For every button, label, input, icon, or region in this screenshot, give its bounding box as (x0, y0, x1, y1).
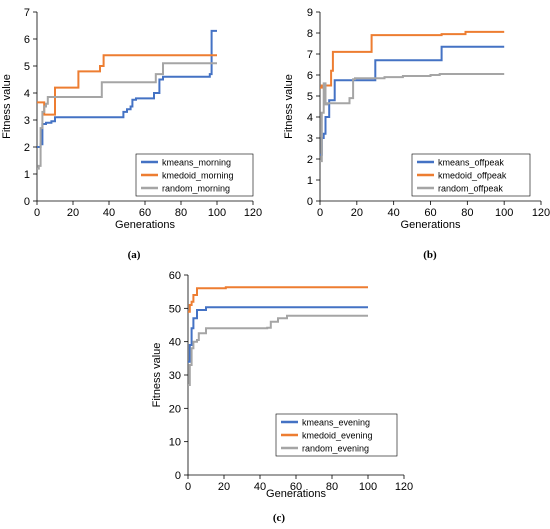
chart-a-x-tick-label: 60 (139, 207, 151, 219)
chart-c-y-tick-label: 40 (169, 337, 181, 349)
chart-a-y-tick-label: 6 (24, 34, 30, 46)
chart-a-y-tick-label: 1 (24, 169, 30, 181)
chart-b-caption: (b) (423, 249, 437, 261)
chart-b-y-tick-label: 2 (307, 154, 313, 166)
chart-c-x-tick-label: 60 (290, 481, 302, 493)
chart-c-series-kmeans_evening (188, 306, 368, 363)
chart-a-x-tick-label: 20 (67, 207, 79, 219)
chart-b-x-tick-label: 100 (495, 207, 513, 219)
chart-a-caption: (a) (128, 249, 141, 261)
chart-a-y-axis-label: Fitness value (1, 74, 13, 139)
chart-c-y-tick-label: 20 (169, 403, 181, 415)
chart-a-legend-label: random_morning (162, 184, 230, 194)
chart-a-x-tick-label: 40 (103, 207, 115, 219)
chart-c-x-tick-label: 120 (395, 481, 413, 493)
chart-b: 0 20 40 60 80 100 120 0 1 2 3 4 5 6 7 8 9 Generations Fitn… (283, 7, 550, 261)
chart-b-y-tick-label: 5 (307, 91, 313, 103)
chart-c-series-random_evening (188, 314, 368, 386)
chart-b-y-tick-label: 4 (307, 112, 313, 124)
chart-a-x-tick-label: 120 (244, 207, 262, 219)
chart-b-series-random_offpeak (320, 73, 505, 163)
chart-b-y-tick-label: 8 (307, 28, 313, 40)
chart-b-x-tick-label: 40 (388, 207, 400, 219)
chart-b-y-tick-label: 1 (307, 175, 313, 187)
chart-b-y-tick-label: 6 (307, 70, 313, 82)
chart-b-series-kmeans_offpeak (320, 45, 505, 156)
chart-c-y-tick-label: 0 (175, 470, 181, 482)
chart-c-y-tick-label: 10 (169, 437, 181, 449)
chart-c: 0 20 40 60 80 100 1200102030405060GenerationsF… (151, 270, 413, 524)
chart-a-x-axis-label: Generations (115, 219, 175, 231)
chart-b-legend-label: random_offpeak (438, 184, 503, 194)
chart-b-x-axis-label: Generations (401, 219, 461, 231)
chart-a: 0 20 40 60 80 100 120 0 1 2 3 4 5 6 7 Generations Fitnes… (1, 7, 262, 261)
chart-a-legend-label: kmeans_morning (162, 158, 231, 168)
chart-a-series-kmeans_morning (37, 29, 217, 148)
chart-c-y-tick-label: 50 (169, 303, 181, 315)
chart-a-y-tick-label: 3 (24, 115, 30, 127)
chart-c-caption: (c) (273, 512, 286, 524)
chart-c-x-tick-label: 40 (254, 481, 266, 493)
chart-b-legend-label: kmedoid_offpeak (438, 171, 507, 181)
chart-a-y-tick-label: 4 (24, 88, 30, 100)
chart-b-y-tick-label: 3 (307, 133, 313, 145)
chart-a-y-tick-label: 5 (24, 61, 30, 73)
chart-a-x-tick-label: 80 (175, 207, 187, 219)
chart-c-x-tick-label: 100 (359, 481, 377, 493)
chart-c-legend-label: kmeans_evening (302, 418, 370, 428)
chart-b-legend-label: kmeans_offpeak (438, 158, 504, 168)
chart-a-y-tick-label: 7 (24, 7, 30, 19)
chart-b-x-tick-label: 20 (351, 207, 363, 219)
chart-b-x-tick-label: 120 (532, 207, 550, 219)
chart-a-legend-label: kmedoid_morning (162, 171, 234, 181)
chart-c-legend-label: kmedoid_evening (302, 431, 373, 441)
chart-b-y-tick-label: 9 (307, 7, 313, 19)
chart-a-x-tick-label: 0 (34, 207, 40, 219)
chart-a-series-random_morning (37, 62, 217, 170)
chart-c-x-axis-label: Generations (266, 488, 326, 500)
chart-b-y-tick-label: 7 (307, 49, 313, 61)
chart-c-y-tick-label: 30 (169, 370, 181, 382)
chart-b-y-tick-label: 0 (307, 196, 313, 208)
chart-b-y-axis-label: Fitness value (283, 74, 295, 139)
chart-b-x-tick-label: 80 (461, 207, 473, 219)
chart-a-y-tick-label: 0 (24, 196, 30, 208)
chart-b-x-tick-label: 0 (317, 207, 323, 219)
chart-c-x-tick-label: 20 (218, 481, 230, 493)
chart-c-x-tick-label: 0 (185, 481, 191, 493)
chart-a-x-tick-label: 100 (208, 207, 226, 219)
chart-b-x-tick-label: 60 (424, 207, 436, 219)
chart-a-y-tick-label: 2 (24, 142, 30, 154)
chart-c-y-tick-label: 60 (169, 270, 181, 282)
chart-c-x-tick-label: 80 (326, 481, 338, 493)
chart-c-legend-label: random_evening (302, 444, 369, 454)
chart-c-y-axis-label: Fitness value (151, 343, 163, 408)
chart-c-series-kmedoid_evening (188, 286, 368, 313)
